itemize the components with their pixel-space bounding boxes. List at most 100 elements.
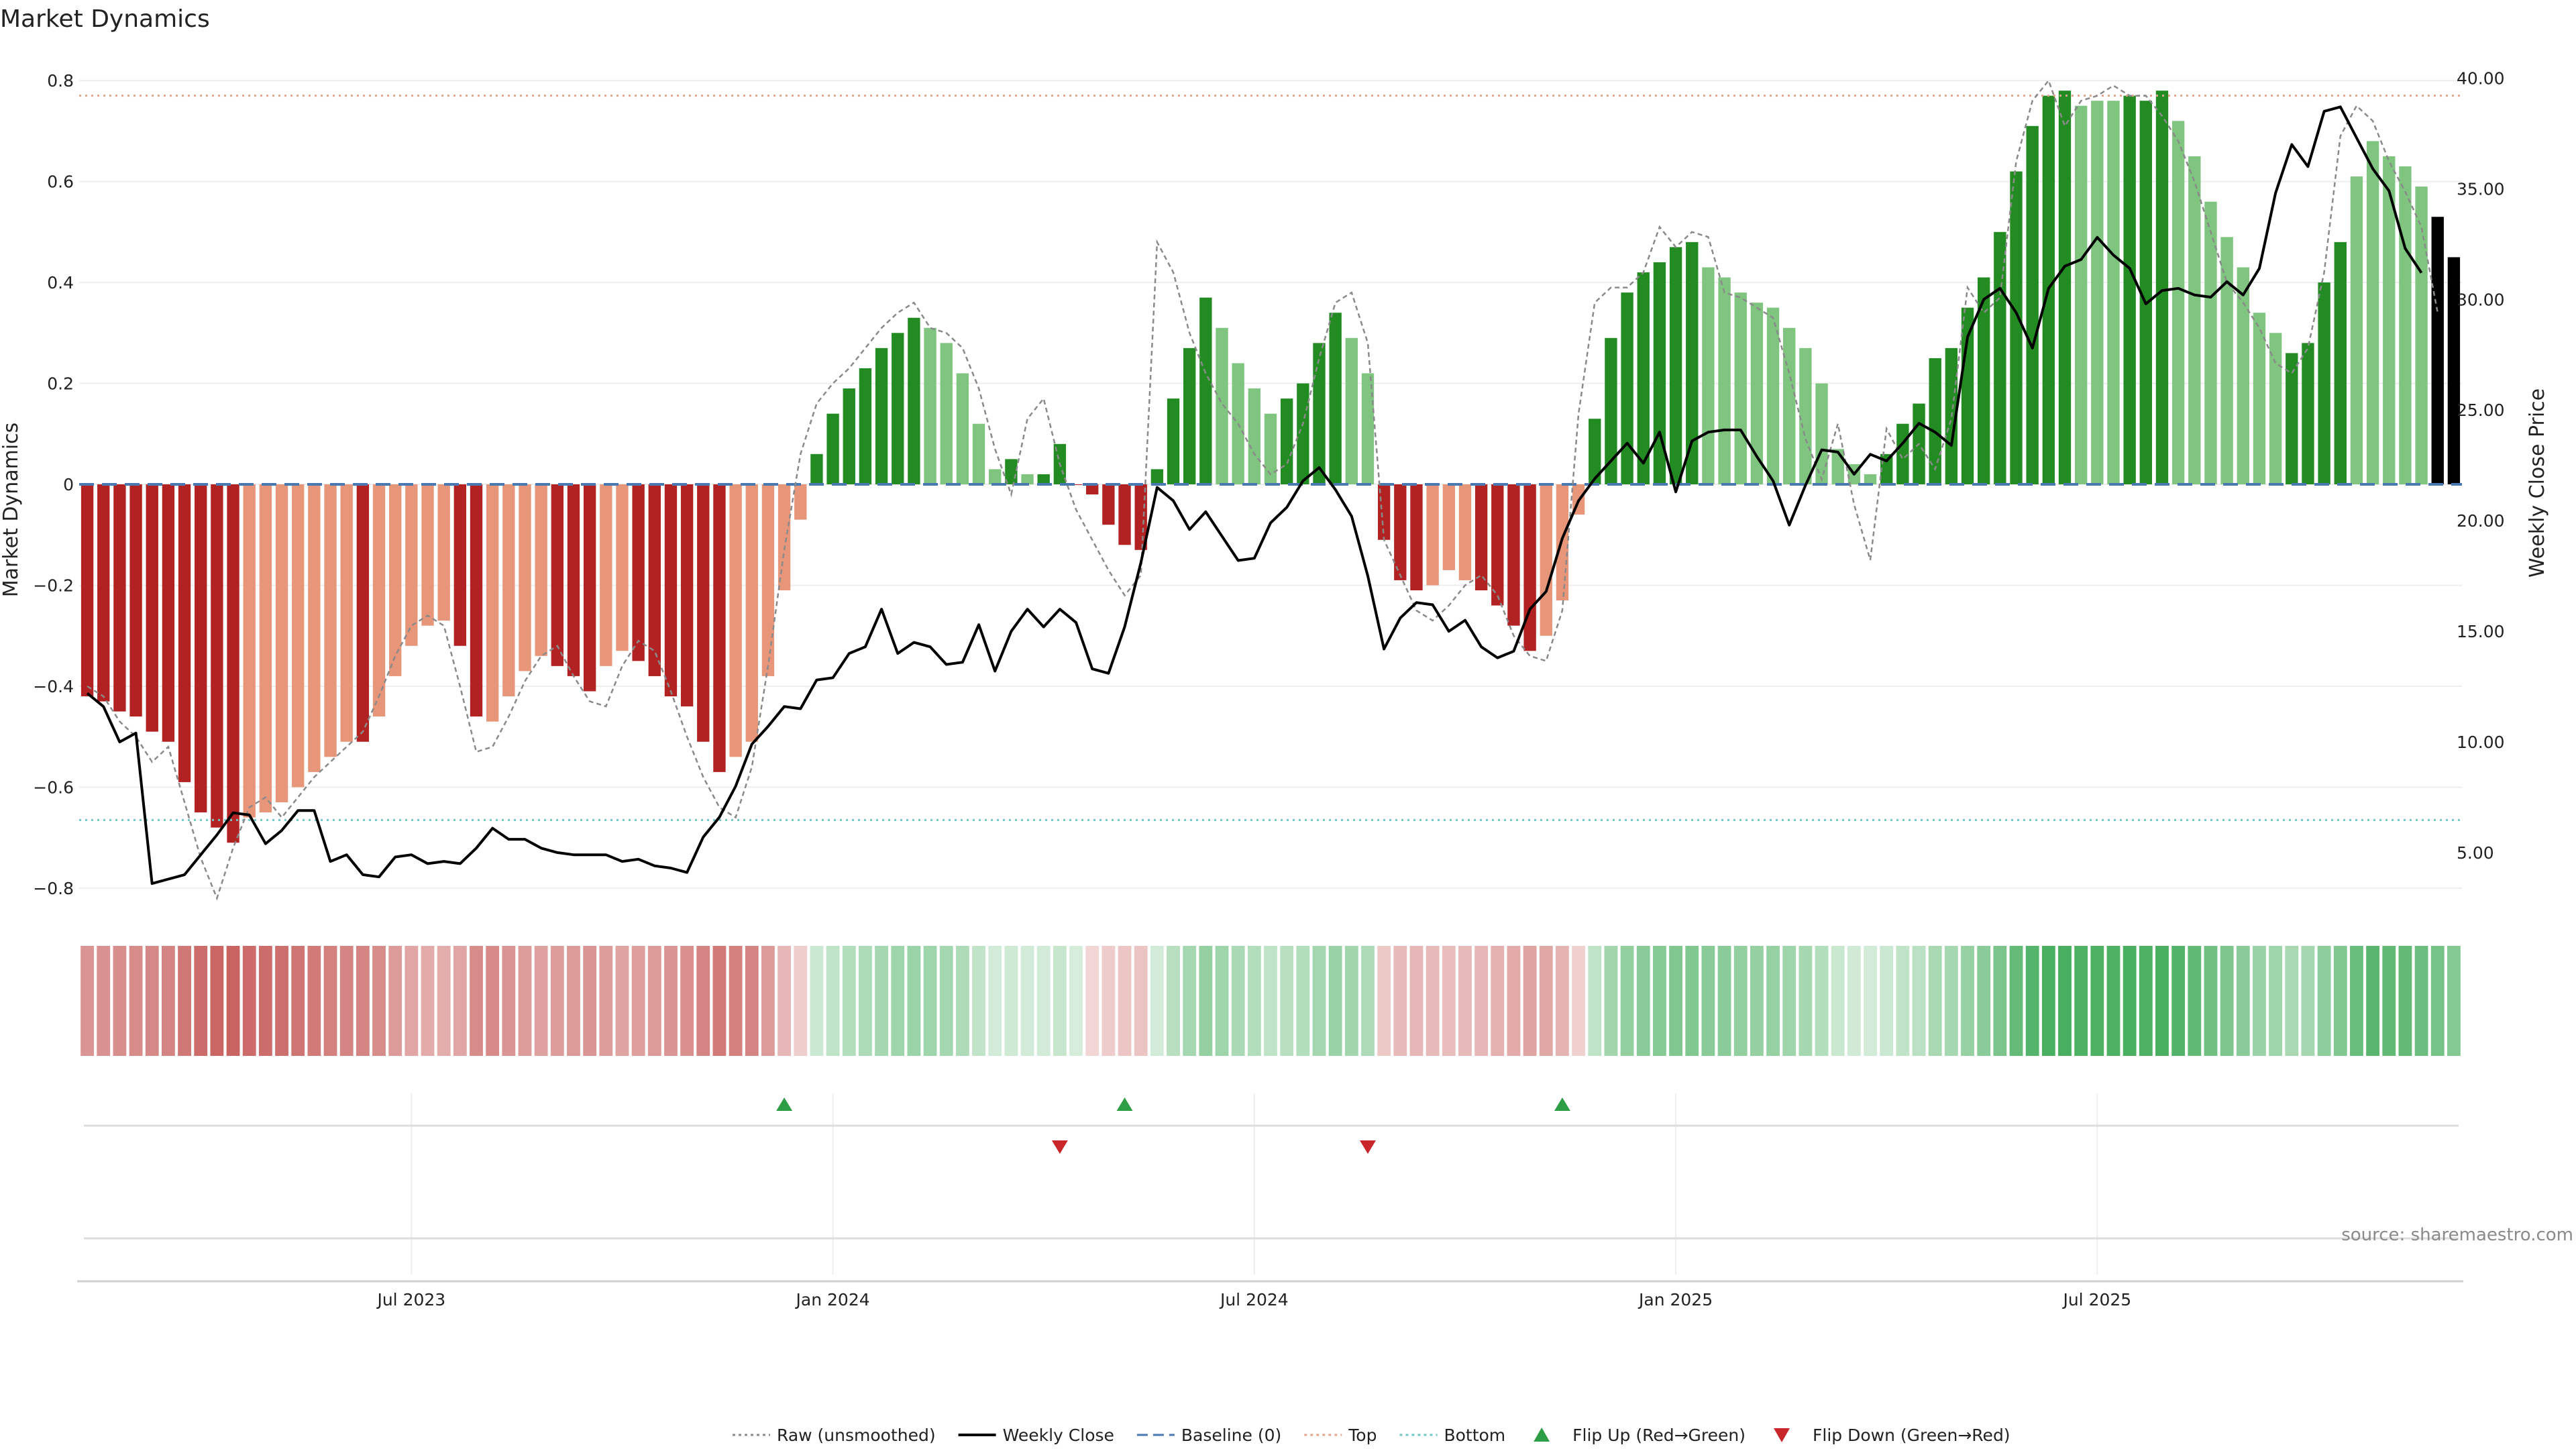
heat-cell [842, 946, 856, 1056]
x-tick-label: Jul 2023 [376, 1290, 445, 1309]
heat-cell [1426, 946, 1440, 1056]
heat-cell [2333, 946, 2347, 1056]
heat-cell [599, 946, 613, 1056]
legend-label: Raw (unsmoothed) [777, 1426, 936, 1445]
legend-label: Flip Up (Red→Green) [1572, 1426, 1746, 1445]
heat-cell [453, 946, 467, 1056]
heat-cell [875, 946, 888, 1056]
left-tick-label: 0 [63, 475, 74, 494]
dynamics-bar [1637, 272, 1650, 484]
dynamics-bar [1086, 484, 1099, 495]
heat-cell [2123, 946, 2137, 1056]
heat-cell [1766, 946, 1780, 1056]
dynamics-bar [195, 484, 207, 813]
x-tick-label: Jan 2024 [795, 1290, 870, 1309]
dynamics-bar [600, 484, 612, 666]
dynamics-bar [843, 388, 855, 484]
dynamics-bar [1345, 337, 1358, 484]
heat-cell [1377, 946, 1391, 1056]
heat-cell [405, 946, 419, 1056]
dynamics-bar [1361, 373, 1375, 484]
heat-cell [955, 946, 969, 1056]
dynamics-bar [486, 484, 499, 722]
dynamics-bar [2204, 201, 2217, 484]
dynamics-bar [389, 484, 402, 676]
heat-cell [1993, 946, 2007, 1056]
flip-up-marker [1116, 1097, 1133, 1111]
dynamics-bar [243, 484, 256, 818]
heat-cell [1036, 946, 1051, 1056]
heat-cell [421, 946, 435, 1056]
dynamics-bar [1442, 484, 1455, 570]
heat-cell [1847, 946, 1861, 1056]
heat-cell [761, 946, 775, 1056]
heat-cell [859, 946, 872, 1056]
dynamics-bar [1540, 484, 1552, 636]
heat-cell [437, 946, 451, 1056]
heat-cell [2317, 946, 2331, 1056]
dynamics-bar [162, 484, 175, 742]
right-tick-label: 20.00 [2457, 511, 2505, 531]
heat-cell [712, 946, 727, 1056]
heat-cell [1296, 946, 1310, 1056]
heat-cell [1653, 946, 1666, 1056]
dynamics-bar [1766, 307, 1780, 484]
heat-cell [145, 946, 159, 1056]
dynamics-bar [275, 484, 288, 802]
heat-cell [2139, 946, 2153, 1056]
dynamics-bar [777, 484, 791, 590]
heat-cell [323, 946, 337, 1056]
heat-cell [2090, 946, 2104, 1056]
legend-swatch [1534, 1428, 1550, 1442]
dynamics-bar [1491, 484, 1504, 606]
heat-cell [2382, 946, 2396, 1056]
heat-cell [1312, 946, 1326, 1056]
heat-cell [2301, 946, 2315, 1056]
heat-cell [664, 946, 678, 1056]
heat-cell [486, 946, 500, 1056]
chart-title: Market Dynamics [0, 5, 210, 33]
dynamics-bar [680, 484, 694, 707]
left-tick-label: 0.8 [47, 71, 74, 91]
heat-cell [210, 946, 224, 1056]
heat-cell [1815, 946, 1829, 1056]
heat-cell [2398, 946, 2412, 1056]
heat-cell [826, 946, 840, 1056]
heat-cell [80, 946, 94, 1056]
dynamics-bar [940, 343, 953, 484]
dynamics-bar [2366, 141, 2379, 484]
dynamics-bar [632, 484, 645, 661]
dynamics-bar [340, 484, 353, 742]
dynamics-bar [989, 469, 1002, 484]
heat-cell [1556, 946, 1569, 1056]
heat-cell [939, 946, 953, 1056]
heat-cell [291, 946, 305, 1056]
heat-cell [1328, 946, 1342, 1056]
heat-cell [2041, 946, 2055, 1056]
heat-cell [1572, 946, 1586, 1056]
heat-cell [1069, 946, 1083, 1056]
heat-cell [1474, 946, 1489, 1056]
heat-cell [1183, 946, 1197, 1056]
right-tick-label: 5.00 [2457, 843, 2494, 863]
right-tick-label: 25.00 [2457, 400, 2505, 420]
heat-cell [1264, 946, 1277, 1056]
left-axis-label: Market Dynamics [0, 423, 23, 598]
heat-cell [1053, 946, 1067, 1056]
dynamics-bar [2107, 101, 2120, 484]
heat-cell [988, 946, 1002, 1056]
dynamics-bar [2431, 217, 2444, 484]
dynamics-bar [2302, 343, 2314, 484]
dynamics-bar [519, 484, 531, 672]
dynamics-bar [1978, 277, 1990, 484]
dynamics-bar [1621, 292, 1633, 484]
heat-cell [2285, 946, 2299, 1056]
dynamics-bar [356, 484, 370, 742]
dynamics-bar [437, 484, 450, 621]
dynamics-bar [1264, 413, 1277, 484]
legend: Raw (unsmoothed) Weekly Close Baseline (0)… [733, 1426, 2010, 1445]
heat-cell [1896, 946, 1910, 1056]
heat-cell [1118, 946, 1132, 1056]
dynamics-bar [421, 484, 434, 626]
dynamics-bar [1167, 398, 1180, 484]
